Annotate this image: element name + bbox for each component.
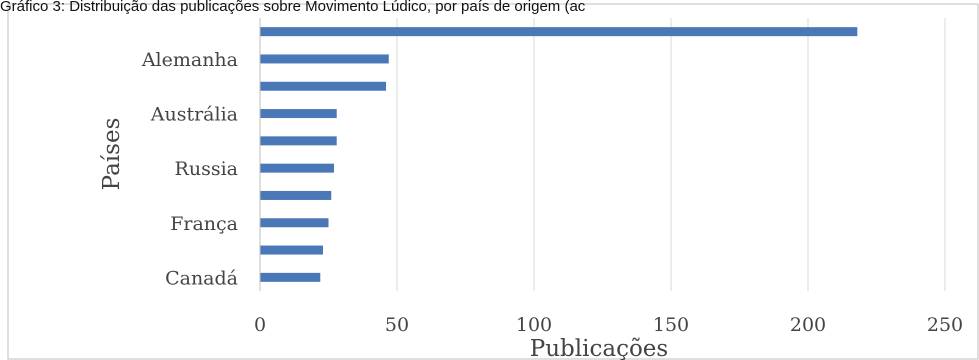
y-tick-label: Canadá [165,267,238,289]
bar [260,163,334,173]
chart-area-border [7,3,979,360]
x-tick-labels: 0 50 100 150 200 250 [254,314,963,336]
x-tick-label: 100 [516,314,552,336]
y-axis-title: Países [99,118,125,191]
y-tick-label: Russia [175,158,238,180]
y-tick-labels: Alemanha Austrália Russia França Canadá [141,49,238,289]
y-tick-label: França [170,213,238,235]
bars [260,27,858,282]
bar [260,245,324,255]
bar [260,109,337,119]
bar [260,81,387,91]
bar [260,27,858,37]
bar [260,272,321,282]
x-tick-label: 200 [790,314,826,336]
y-tick-label: Austrália [150,104,238,126]
x-tick-label: 50 [385,314,409,336]
x-tick-label: 0 [254,314,266,336]
bar [260,136,337,146]
gridlines [396,18,946,291]
chart-title: Gráfico 3: Distribuição das publicações … [0,0,586,15]
bar [260,218,329,228]
bar [260,190,332,200]
x-tick-label: 250 [927,314,963,336]
y-tick-label: Alemanha [141,49,238,71]
bar [260,54,389,64]
x-tick-label: 150 [653,314,689,336]
x-axis-title: Publicações [530,336,668,360]
